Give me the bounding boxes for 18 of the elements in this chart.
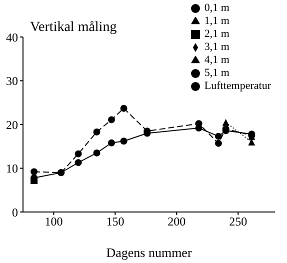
legend-label: 1,1 m [204, 15, 230, 27]
y-tick-label: 30 [6, 74, 18, 88]
legend-label: 0,1 m [204, 2, 230, 14]
legend-label: 4,1 m [204, 54, 230, 66]
chart-title: Vertikal måling [30, 20, 117, 36]
legend-label: 3,1 m [204, 41, 230, 53]
x-tick-label: 100 [44, 214, 63, 229]
legend-label: 2,1 m [204, 28, 230, 40]
y-tick-label: 10 [6, 162, 18, 176]
legend-label: Lufttemperatur [204, 80, 271, 92]
y-tick-label: 40 [6, 30, 18, 44]
x-axis-title: Dagens nummer [106, 245, 192, 260]
x-tick-label: 250 [229, 214, 248, 229]
y-tick-label: 0 [12, 205, 18, 220]
x-tick-label: 150 [106, 214, 124, 229]
x-tick-label: 200 [168, 214, 186, 229]
legend-label: 5,1 m [204, 67, 230, 79]
y-tick-label: 20 [6, 118, 18, 132]
